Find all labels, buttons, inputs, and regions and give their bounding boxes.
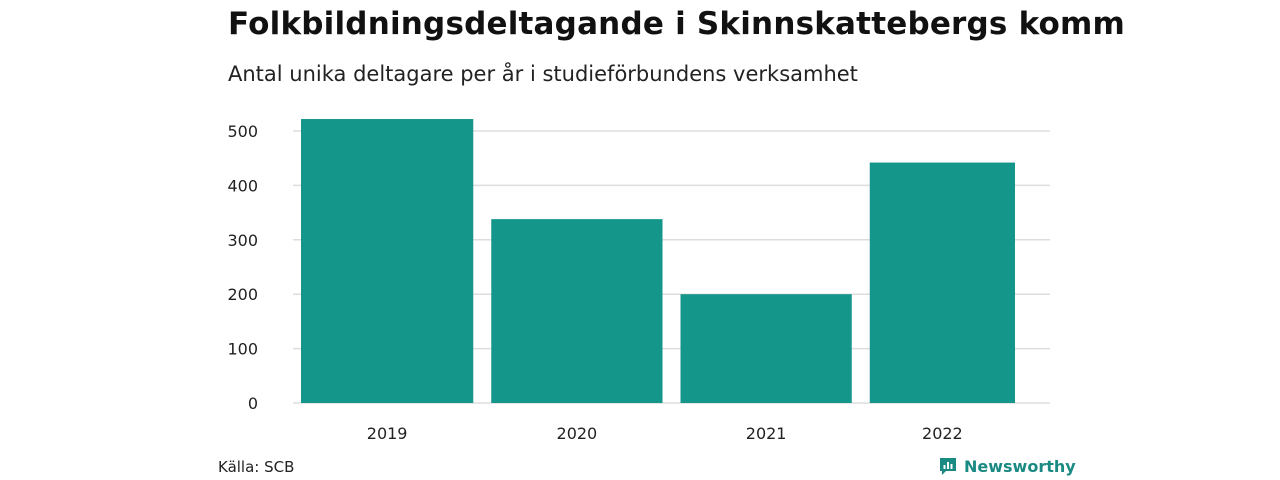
y-tick-label: 100: [227, 340, 258, 359]
newsworthy-icon: [940, 458, 956, 475]
bar-2020: [491, 219, 663, 403]
bar-2019: [301, 119, 474, 404]
x-tick-label: 2020: [557, 424, 598, 443]
x-tick-label: 2019: [367, 424, 408, 443]
bar-2021: [680, 294, 852, 403]
y-tick-label: 200: [227, 285, 258, 304]
y-tick-label: 0: [248, 394, 258, 413]
y-tick-label: 500: [227, 122, 258, 141]
y-tick-label: 300: [227, 231, 258, 250]
x-tick-label: 2022: [922, 424, 963, 443]
x-tick-label: 2021: [746, 424, 787, 443]
brand-logo: Newsworthy: [938, 456, 1076, 476]
brand-name: Newsworthy: [964, 456, 1076, 476]
y-tick-label: 400: [227, 176, 258, 195]
source-label: Källa: SCB: [218, 458, 295, 476]
bar-2022: [869, 162, 1015, 403]
chart-title: Folkbildningsdeltagande i Skinnskatteber…: [228, 6, 1126, 42]
chart-subtitle: Antal unika deltagare per år i studieför…: [228, 62, 858, 86]
